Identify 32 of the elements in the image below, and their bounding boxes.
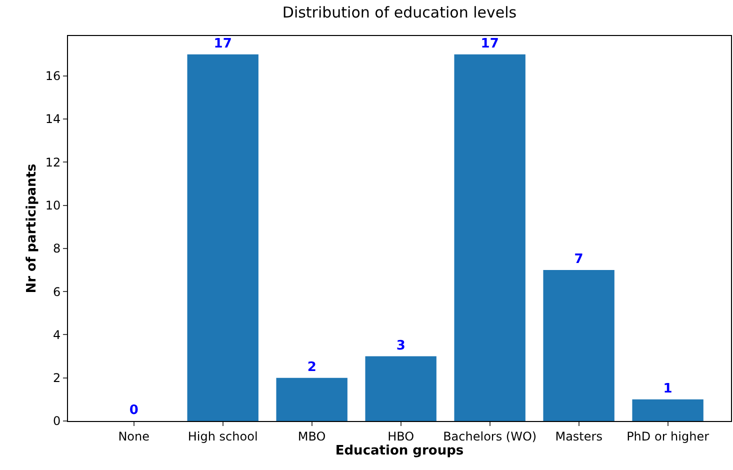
y-tick-label: 8 <box>52 242 61 256</box>
y-tick-label: 14 <box>45 112 61 126</box>
x-tick-label: None <box>118 429 150 444</box>
y-tick-label: 4 <box>52 328 61 342</box>
bar <box>632 399 704 421</box>
x-tick-label: MBO <box>298 429 326 444</box>
y-tick-label: 16 <box>45 69 61 84</box>
y-tick-label: 0 <box>52 414 61 428</box>
bar <box>187 54 258 421</box>
x-tick-label: HBO <box>388 429 414 444</box>
data-label: 2 <box>307 360 316 375</box>
data-label: 7 <box>574 252 584 268</box>
bar <box>276 378 348 421</box>
x-tick-label: PhD or higher <box>626 429 710 444</box>
data-label: 3 <box>396 338 406 354</box>
y-tick-label: 6 <box>52 284 61 299</box>
bar <box>365 356 436 421</box>
data-label: 17 <box>214 36 232 52</box>
data-label: 17 <box>480 36 499 52</box>
data-label: 0 <box>129 403 138 418</box>
y-tick-label: 12 <box>45 155 61 170</box>
x-tick-label: High school <box>188 429 258 444</box>
data-label: 1 <box>663 381 672 396</box>
x-axis-title: Education groups <box>335 443 464 458</box>
bar <box>454 54 526 421</box>
x-tick-label: Masters <box>555 429 602 444</box>
chart-title: Distribution of education levels <box>282 4 517 22</box>
x-tick-label: Bachelors (WO) <box>443 429 537 444</box>
bar <box>543 270 614 421</box>
y-tick-label: 10 <box>45 198 61 213</box>
y-tick-label: 2 <box>52 371 61 386</box>
y-axis-title: Nr of participants <box>24 163 40 294</box>
